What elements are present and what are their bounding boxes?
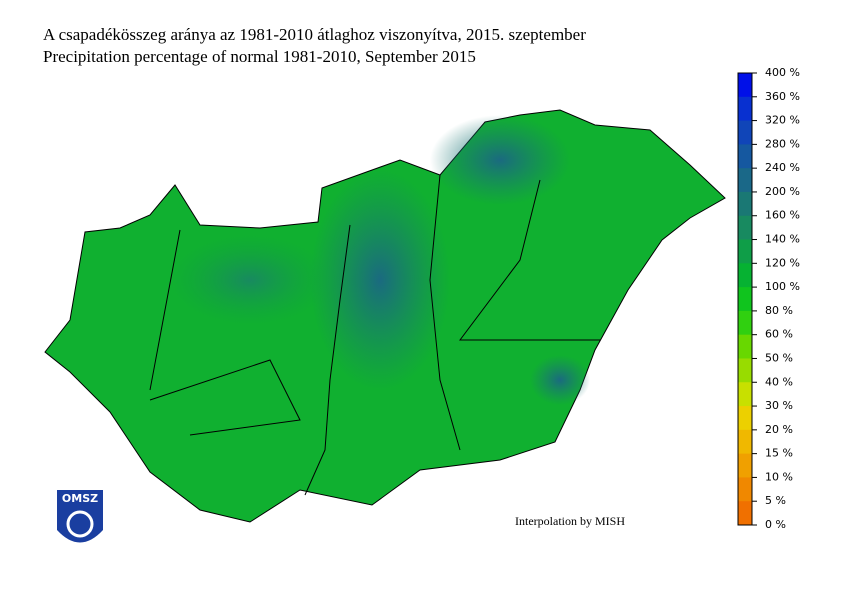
- legend-swatch: [738, 168, 752, 193]
- logo: OMSZ: [57, 490, 103, 543]
- legend-label: 240 %: [765, 161, 800, 174]
- legend-label: 160 %: [765, 209, 800, 222]
- legend-swatch: [738, 358, 752, 383]
- borders: [149, 174, 600, 496]
- legend-swatch: [738, 453, 752, 478]
- legend-label: 50 %: [765, 351, 793, 364]
- legend-label: 5 %: [765, 494, 786, 507]
- legend-label: 200 %: [765, 185, 800, 198]
- legend-swatch: [738, 406, 752, 431]
- legend-label: 140 %: [765, 233, 800, 246]
- legend-label: 320 %: [765, 114, 800, 127]
- legend-swatch: [738, 477, 752, 502]
- wet-region: [310, 170, 450, 390]
- legend-swatch: [738, 287, 752, 312]
- legend-swatch: [738, 120, 752, 145]
- legend-label: 40 %: [765, 375, 793, 388]
- legend-label: 15 %: [765, 447, 793, 460]
- legend-swatch: [738, 501, 752, 526]
- legend-swatch: [738, 429, 752, 455]
- country-map: [44, 109, 726, 523]
- wet-region: [430, 115, 570, 205]
- legend-label: 100 %: [765, 280, 800, 293]
- wet-region: [530, 355, 590, 405]
- legend: 400 % 360 % 320 % 280 % 240 % 200 % 160 % 140 %…: [737, 66, 800, 531]
- logo-text: OMSZ: [62, 492, 98, 505]
- legend-swatch: [738, 215, 752, 241]
- logo-emblem: [66, 510, 94, 538]
- legend-swatch: [738, 310, 752, 336]
- legend-label: 10 %: [765, 470, 793, 483]
- legend-label: 0 %: [765, 518, 786, 531]
- credit: Interpolation by MISH: [515, 514, 625, 528]
- legend-label: 360 %: [765, 90, 800, 103]
- legend-label: 60 %: [765, 328, 793, 341]
- legend-swatch: [738, 382, 752, 407]
- legend-label: 20 %: [765, 423, 793, 436]
- subtitle: Precipitation percentage of normal 1981-…: [43, 47, 476, 66]
- wet-region: [170, 235, 330, 325]
- legend-label: 80 %: [765, 304, 793, 317]
- legend-swatch: [738, 334, 752, 359]
- legend-label: 280 %: [765, 137, 800, 150]
- title: A csapadékösszeg aránya az 1981-2010 átl…: [43, 25, 586, 44]
- legend-swatch: [738, 263, 752, 288]
- legend-label: 30 %: [765, 399, 793, 412]
- legend-frame: [737, 72, 753, 526]
- legend-swatch: [738, 239, 752, 264]
- legend-swatch: [738, 191, 752, 217]
- legend-swatch: [738, 73, 752, 98]
- legend-label: 120 %: [765, 256, 800, 269]
- legend-label: 400 %: [765, 66, 800, 79]
- legend-swatch: [738, 144, 752, 169]
- legend-swatch: [738, 96, 752, 122]
